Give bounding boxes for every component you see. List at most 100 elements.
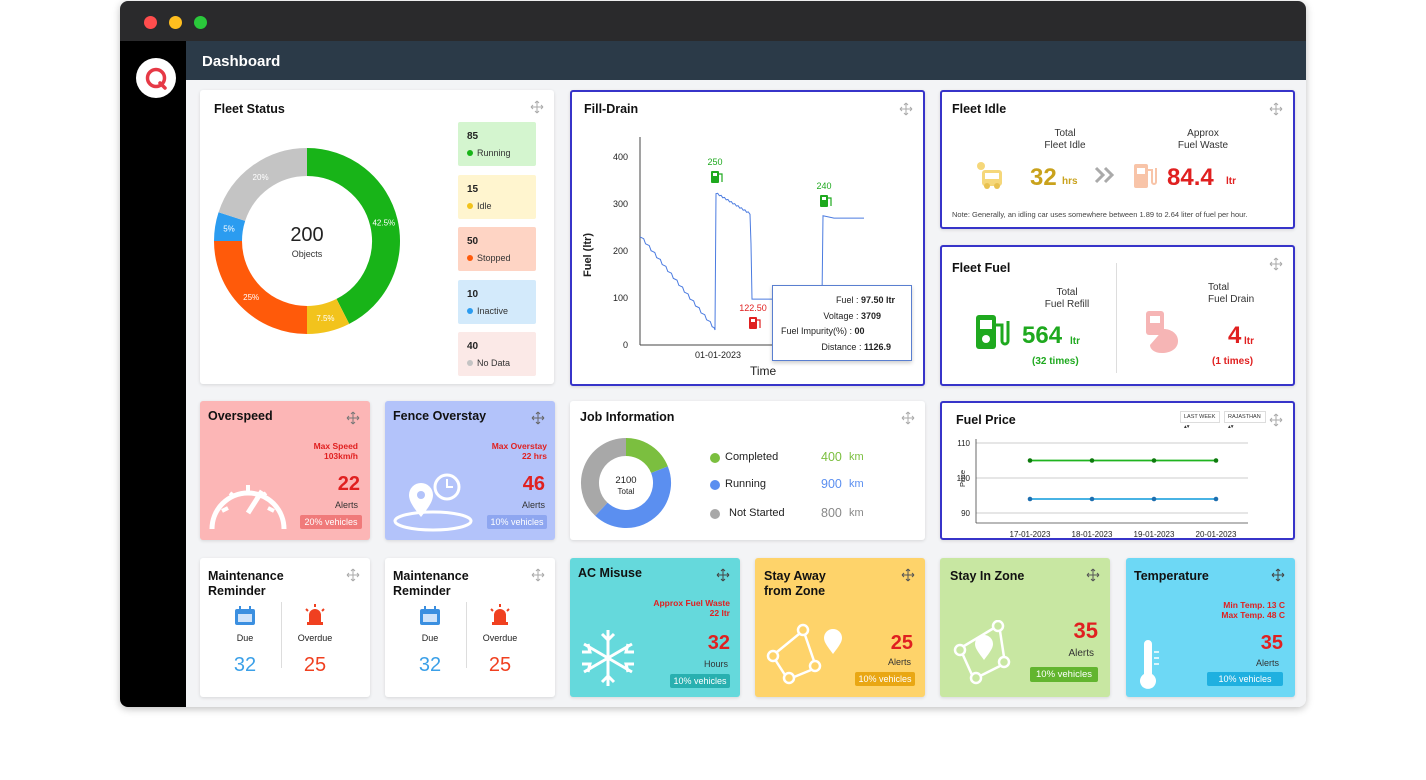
fence-info: Max Overstay <box>491 441 547 451</box>
legend-item-no-data[interactable]: 40 No Data <box>458 332 536 376</box>
app-logo[interactable] <box>136 58 176 98</box>
page-title: Dashboard <box>202 53 281 70</box>
move-handle-icon[interactable] <box>899 102 913 116</box>
stay-away-label: Alerts <box>887 657 911 667</box>
fill-marker-label: 240 <box>816 181 831 191</box>
ac-label: Hours <box>703 659 728 669</box>
stay-in-value: 35 <box>1073 618 1098 643</box>
fuel-series-line[interactable] <box>639 192 864 331</box>
card-title: Fleet Idle <box>952 102 1007 116</box>
stay-in-zone-card: Stay In Zone 35 Alerts 10% vehicles <box>940 558 1110 697</box>
y-tick-label: 110 <box>957 439 970 448</box>
app-window: Dashboard Fleet Status 42.5% 7.5% 25% 5% 20%… <box>120 1 1306 707</box>
legend-item-inactive[interactable]: 10 Inactive <box>458 279 536 324</box>
legend-label: Running <box>467 148 511 158</box>
fleet-status-donut: 42.5% 7.5% 25% 5% 20% <box>214 148 400 334</box>
stay-away-pill: 10% vehicles <box>855 672 915 686</box>
move-handle-icon[interactable] <box>531 411 545 425</box>
move-handle-icon[interactable] <box>530 100 544 114</box>
job-row[interactable]: Completed 400 km <box>710 450 920 465</box>
minimize-window-button[interactable] <box>169 16 182 29</box>
waste-label: Approx <box>1187 128 1219 139</box>
move-handle-icon[interactable] <box>716 568 730 582</box>
move-handle-icon[interactable] <box>346 568 360 582</box>
drain-marker-label: 122.50 <box>739 303 767 313</box>
move-handle-icon[interactable] <box>1271 568 1285 582</box>
donut-slice-inactive[interactable] <box>214 212 246 242</box>
fleet-fuel-card: Fleet Fuel Total Fuel Refill 564 ltr (32… <box>940 245 1295 386</box>
job-slice-not-started[interactable] <box>581 438 627 516</box>
move-handle-icon[interactable] <box>1269 102 1283 116</box>
ac-info: 22 ltr <box>709 608 730 618</box>
speedometer-icon <box>209 485 287 530</box>
card-title: Overspeed <box>208 409 273 423</box>
region-select[interactable]: RAJASTHAN ▴▾ <box>1224 411 1266 430</box>
legend-item-running[interactable]: 85 Running <box>458 122 536 166</box>
move-handle-icon[interactable] <box>531 568 545 582</box>
move-handle-icon[interactable] <box>901 568 915 582</box>
fill-marker-icon[interactable] <box>711 171 723 183</box>
move-handle-icon[interactable] <box>1086 568 1100 582</box>
fleet-idle-card: Fleet Idle Total Fleet Idle 32 hrs Appro… <box>940 90 1295 229</box>
x-tick-label: 01-01-2023 <box>695 350 741 360</box>
close-window-button[interactable] <box>144 16 157 29</box>
legend-dot <box>710 453 720 463</box>
legend-label: Inactive <box>467 306 508 316</box>
donut-slice-running[interactable] <box>306 148 400 324</box>
geofence-clock-icon <box>393 473 473 532</box>
card-title: Maintenance <box>208 569 284 583</box>
fence-info: 22 hrs <box>521 451 547 461</box>
drain-label: Fuel Drain <box>1208 294 1255 305</box>
legend-item-idle[interactable]: 15 Idle <box>458 174 536 219</box>
alarm-siren-icon <box>490 604 510 625</box>
fence-pill: 10% vehicles <box>487 515 547 529</box>
idle-car-icon <box>977 162 1002 189</box>
job-row[interactable]: Not Started 800 km <box>710 506 920 521</box>
donut-slice-no-data[interactable] <box>218 148 308 222</box>
move-handle-icon[interactable] <box>901 411 915 425</box>
period-select[interactable]: LAST WEEK ▴▾ <box>1180 411 1220 430</box>
move-handle-icon[interactable] <box>1269 413 1283 427</box>
thermometer-icon <box>1140 640 1159 689</box>
calendar-icon <box>235 606 255 625</box>
price-point[interactable] <box>1213 458 1219 463</box>
legend-item-stopped[interactable]: 50 Stopped <box>458 227 536 271</box>
donut-slice-stopped[interactable] <box>214 240 308 334</box>
move-handle-icon[interactable] <box>346 411 360 425</box>
temp-info: Min Temp. 13 C <box>1223 600 1285 610</box>
card-title: Fence Overstay <box>393 409 487 423</box>
drain-marker-icon[interactable] <box>749 317 761 329</box>
price-point[interactable] <box>1151 458 1157 463</box>
fill-marker-icon[interactable] <box>820 195 832 207</box>
job-slice-completed[interactable] <box>625 438 668 474</box>
price-point[interactable] <box>1027 496 1033 502</box>
waste-value: 84.4 <box>1167 164 1214 191</box>
idle-label: Fleet Idle <box>1044 140 1086 151</box>
ac-pill: 10% vehicles <box>670 674 730 688</box>
job-slice-running[interactable] <box>595 466 671 528</box>
job-total-label: Total <box>617 487 635 496</box>
move-handle-icon[interactable] <box>1269 257 1283 271</box>
legend-dot <box>467 307 473 314</box>
price-point[interactable] <box>1027 458 1033 463</box>
price-point[interactable] <box>1089 458 1095 463</box>
maintenance-reminder-card: Maintenance Reminder Due 32 Overdue 25 <box>385 558 555 697</box>
fill-drain-chart: 400 300 200 100 0 01-01-2023 250 122.50 240 <box>613 137 864 360</box>
divider <box>466 602 467 668</box>
card-title: Temperature <box>1134 569 1209 583</box>
overdue-label: Overdue <box>297 633 333 643</box>
donut-slice-idle[interactable] <box>306 298 350 334</box>
legend-count: 85 <box>467 131 479 142</box>
maximize-window-button[interactable] <box>194 16 207 29</box>
price-point[interactable] <box>1089 496 1095 502</box>
card-title: Reminder <box>208 584 266 598</box>
x-tick-label: 17-01-2023 <box>1010 530 1051 538</box>
y-axis-label: Fuel (ltr) <box>582 233 594 277</box>
job-row[interactable]: Running 900 km <box>710 477 920 492</box>
price-point[interactable] <box>1151 496 1157 502</box>
due-value: 32 <box>418 654 442 676</box>
price-point[interactable] <box>1213 496 1219 502</box>
overspeed-pill: 20% vehicles <box>300 515 362 529</box>
due-label: Due <box>421 633 439 643</box>
ac-misuse-card: AC Misuse Approx Fuel Waste 22 ltr 32 Ho… <box>570 558 740 697</box>
